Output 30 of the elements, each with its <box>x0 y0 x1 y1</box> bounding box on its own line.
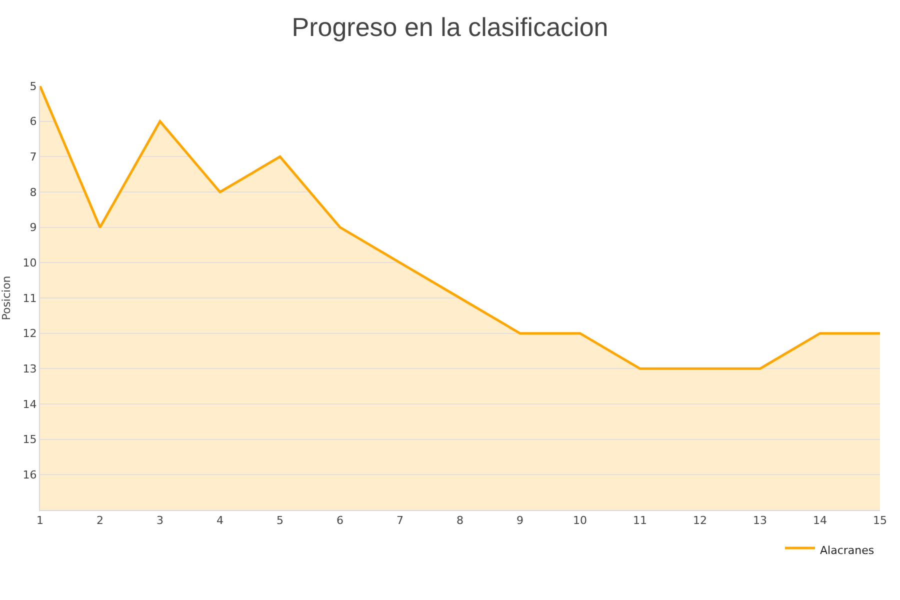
y-tick-label: 12 <box>22 327 37 340</box>
x-tick-label: 2 <box>96 514 104 528</box>
y-tick-label: 9 <box>30 221 37 234</box>
y-tick-label: 13 <box>22 362 37 376</box>
x-tick-label: 1 <box>36 514 44 528</box>
y-tick-label: 11 <box>22 292 37 305</box>
x-tick-label: 7 <box>396 514 404 528</box>
x-tick-label: 8 <box>456 514 464 528</box>
x-tick-label: 9 <box>516 514 524 528</box>
x-tick-label: 11 <box>633 514 647 528</box>
y-tick-label: 14 <box>22 398 37 411</box>
y-tick-label: 7 <box>30 150 37 164</box>
x-tick-label: 13 <box>753 514 767 528</box>
x-tick-label: 6 <box>336 514 344 528</box>
y-tick-label: 6 <box>30 115 37 128</box>
x-tick-label: 10 <box>573 514 587 528</box>
x-tick-label: 14 <box>813 514 827 528</box>
x-tick-label: 4 <box>216 514 224 528</box>
y-tick-label: 16 <box>22 468 37 482</box>
y-tick-label: 15 <box>22 433 37 446</box>
y-tick-label: 8 <box>30 186 37 199</box>
x-tick-label: 15 <box>873 514 887 528</box>
x-tick-label: 5 <box>276 514 284 528</box>
y-axis-title: Posicion <box>0 276 13 320</box>
legend-label: Alacranes <box>820 544 874 558</box>
chart-title: Progreso en la clasificacion <box>292 12 608 42</box>
x-tick-label: 12 <box>693 514 707 528</box>
x-tick-label: 3 <box>156 514 164 528</box>
y-tick-label: 10 <box>22 256 37 270</box>
y-tick-label: 5 <box>30 80 37 93</box>
